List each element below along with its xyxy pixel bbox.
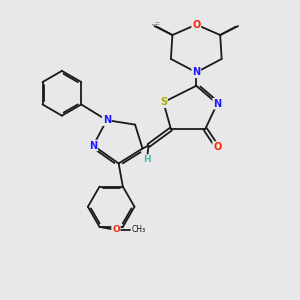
Text: O: O — [192, 20, 200, 30]
Text: N: N — [192, 68, 200, 77]
Text: O: O — [213, 142, 221, 152]
Text: CH₃: CH₃ — [132, 225, 146, 234]
Text: N: N — [103, 115, 111, 125]
Text: O: O — [112, 225, 120, 234]
Text: N: N — [89, 140, 97, 151]
Text: methyl: methyl — [156, 22, 161, 23]
Text: H: H — [143, 155, 151, 164]
Text: methyl_L: methyl_L — [152, 23, 158, 25]
Text: S: S — [160, 97, 167, 107]
Text: methyl: methyl — [155, 24, 160, 25]
Text: N: N — [213, 99, 221, 109]
